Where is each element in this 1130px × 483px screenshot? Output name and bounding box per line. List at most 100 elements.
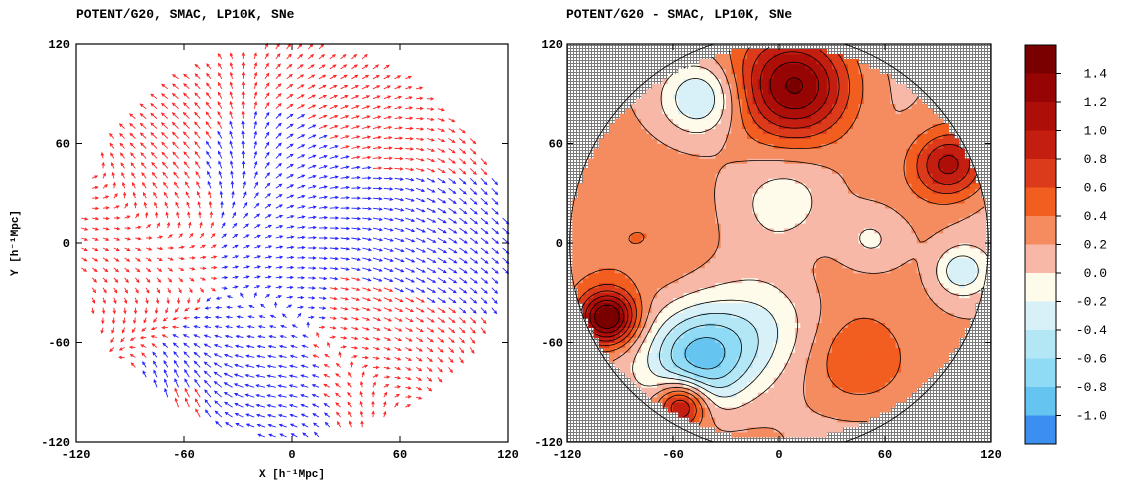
contour-cell [752, 387, 759, 393]
contour-cell [821, 362, 828, 368]
velocity-arrow [491, 307, 498, 315]
contour-cell [922, 282, 928, 289]
contour-cell [810, 432, 817, 438]
contour-cell [789, 342, 796, 348]
contour-cell [927, 233, 934, 239]
contour-cell [911, 218, 918, 224]
contour-cell [911, 188, 918, 194]
contour-cell [604, 312, 610, 319]
contour-cell [895, 213, 902, 219]
velocity-arrow [235, 325, 244, 329]
velocity-arrow [340, 175, 350, 180]
contour-cell [837, 407, 843, 413]
contour-cell [964, 287, 971, 294]
velocity-arrow [297, 184, 306, 189]
contour-cell [763, 223, 769, 229]
contour-cell [906, 342, 912, 348]
contour-cell [832, 297, 838, 304]
contour-cell [948, 188, 955, 194]
contour-cell [609, 208, 616, 214]
velocity-arrow [241, 160, 246, 169]
contour-cell [826, 377, 833, 383]
contour-cell [853, 327, 859, 333]
contour-cell [673, 342, 679, 348]
contour-cell [757, 302, 764, 309]
contour-cell [794, 337, 801, 343]
contour-cell [816, 292, 822, 299]
contour-cell [794, 267, 801, 274]
contour-cell [858, 252, 865, 259]
velocity-arrow [92, 196, 100, 200]
contour-cell [879, 342, 886, 348]
contour-cell [863, 297, 870, 304]
contour-cell [741, 208, 748, 214]
contour-cell [959, 317, 965, 324]
velocity-arrow [183, 359, 190, 368]
contour-cell [657, 247, 663, 254]
contour-cell [874, 372, 881, 378]
contour-cell [736, 218, 743, 224]
velocity-arrow [164, 387, 169, 398]
velocity-arrow [359, 380, 364, 388]
contour-cell [805, 272, 812, 279]
contour-cell [593, 252, 600, 259]
velocity-arrow [351, 227, 362, 231]
contour-cell [863, 307, 870, 314]
contour-cell [821, 247, 828, 254]
velocity-arrow [275, 204, 284, 209]
contour-cell [609, 352, 616, 358]
contour-cell [832, 332, 838, 338]
velocity-arrow [361, 64, 369, 70]
contour-cell [863, 357, 870, 363]
contour-cell [593, 302, 600, 309]
contour-cell [906, 208, 912, 214]
contour-cell [948, 302, 955, 309]
contour-cell [847, 287, 854, 294]
velocity-arrow [210, 287, 216, 292]
contour-cell [757, 342, 764, 348]
contour-cell [715, 218, 722, 224]
contour-cell [816, 262, 822, 269]
contour-cell [757, 397, 764, 403]
contour-cell [593, 297, 600, 304]
velocity-arrow [152, 181, 158, 189]
velocity-arrow [318, 246, 328, 250]
velocity-arrow [426, 127, 435, 132]
contour-cell [906, 228, 912, 234]
contour-cell [885, 352, 891, 358]
contour-cell [635, 233, 642, 239]
contour-cell [794, 332, 801, 338]
contour-cell [832, 387, 838, 393]
contour-cell [768, 387, 775, 393]
contour-cell [879, 367, 886, 373]
contour-cell [916, 183, 923, 189]
contour-cell [816, 233, 822, 239]
contour-cell [784, 218, 790, 224]
velocity-arrow [405, 227, 416, 233]
velocity-arrow [318, 64, 326, 70]
contour-cell [657, 312, 663, 319]
contour-cell [953, 233, 960, 239]
contour-cell [826, 292, 833, 299]
contour-cell [885, 347, 891, 353]
contour-cell [821, 347, 828, 353]
velocity-arrow [300, 394, 309, 398]
contour-cell [885, 302, 891, 309]
velocity-arrow [264, 151, 270, 159]
contour-cell [895, 362, 902, 368]
contour-cell [688, 243, 695, 249]
contour-cell [720, 213, 727, 219]
contour-cell [710, 282, 716, 289]
contour-cell [715, 397, 722, 403]
contour-cell [683, 292, 690, 299]
contour-cell [688, 252, 695, 259]
contour-cell [847, 208, 854, 214]
contour-cell [651, 277, 658, 284]
contour-cell [763, 257, 769, 264]
contour-cell [847, 322, 854, 328]
contour-cell [863, 213, 870, 219]
contour-cell [630, 342, 637, 348]
contour-cell [747, 247, 753, 254]
x-tick-label: 60 [393, 448, 407, 462]
velocity-arrow [171, 92, 179, 100]
